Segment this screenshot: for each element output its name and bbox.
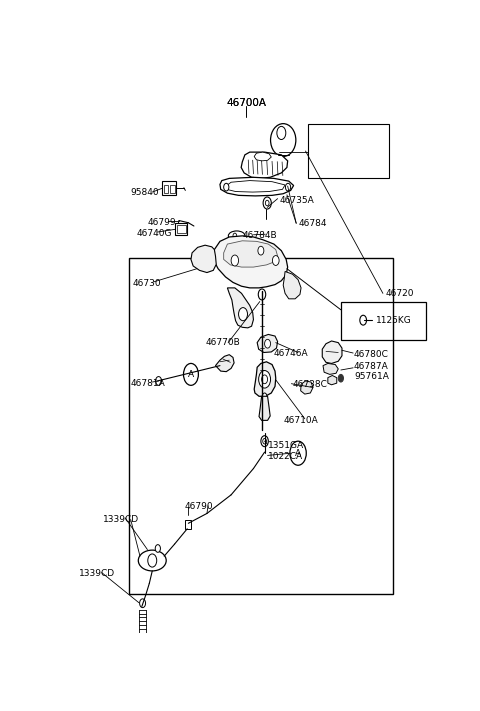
Text: 46740G: 46740G [136,229,172,237]
Text: 1125KG: 1125KG [375,316,411,325]
Text: 46710A: 46710A [283,416,318,425]
Text: 46784: 46784 [298,219,326,228]
Text: A: A [295,449,301,458]
Text: 46700A: 46700A [226,98,266,108]
Circle shape [224,183,229,191]
Circle shape [148,554,156,567]
Text: 46781A: 46781A [131,379,166,388]
Circle shape [155,545,160,552]
Polygon shape [162,181,177,195]
Polygon shape [175,223,187,235]
Polygon shape [164,185,168,193]
Text: 46787A: 46787A [354,362,389,370]
Polygon shape [216,355,234,372]
Polygon shape [241,152,288,178]
Circle shape [262,375,267,384]
Text: 95840: 95840 [131,188,159,196]
Text: 46799: 46799 [147,218,176,228]
Circle shape [360,315,367,325]
Circle shape [263,439,266,444]
Circle shape [258,246,264,255]
Circle shape [261,436,268,447]
Polygon shape [227,181,285,192]
Text: 1339CD: 1339CD [79,570,116,578]
Polygon shape [257,334,277,353]
Polygon shape [283,272,301,299]
Polygon shape [185,520,192,529]
Circle shape [258,289,266,300]
Polygon shape [254,362,276,396]
Circle shape [183,363,198,385]
Circle shape [265,201,269,205]
Circle shape [263,197,271,209]
Text: 46738C: 46738C [292,380,327,390]
Ellipse shape [271,124,296,156]
Text: 46780C: 46780C [354,351,389,359]
Text: 46735A: 46735A [279,196,314,205]
Text: 1339CD: 1339CD [103,515,139,524]
Circle shape [286,183,290,191]
Text: 95761A: 95761A [354,372,389,381]
Text: 46700A: 46700A [226,98,266,108]
Polygon shape [213,236,288,288]
Text: 1351GA: 1351GA [268,441,304,450]
Circle shape [277,127,286,139]
Polygon shape [224,241,277,267]
Circle shape [338,375,344,382]
Polygon shape [177,225,186,233]
Polygon shape [228,288,253,328]
Polygon shape [254,152,271,161]
Text: 46730: 46730 [132,279,161,288]
Text: 46746A: 46746A [274,349,309,358]
Polygon shape [170,185,175,193]
Text: 46784B: 46784B [242,231,277,240]
Text: 46790: 46790 [185,503,213,511]
Polygon shape [323,363,338,375]
Ellipse shape [228,231,245,241]
Circle shape [263,393,267,400]
Polygon shape [191,245,216,272]
Circle shape [264,339,271,348]
Circle shape [140,599,145,608]
Text: A: A [188,370,194,379]
Circle shape [259,370,271,388]
Polygon shape [220,177,294,196]
Circle shape [233,233,237,239]
Circle shape [239,308,248,321]
Circle shape [273,255,279,265]
Circle shape [231,255,239,266]
Text: 46770B: 46770B [205,338,240,347]
Text: 46720: 46720 [385,289,414,298]
Circle shape [290,441,306,465]
Text: 1022CA: 1022CA [268,452,303,461]
Polygon shape [328,375,337,385]
Ellipse shape [138,550,166,571]
Polygon shape [300,381,313,394]
Circle shape [156,377,162,385]
Polygon shape [322,341,342,363]
Polygon shape [259,396,270,420]
